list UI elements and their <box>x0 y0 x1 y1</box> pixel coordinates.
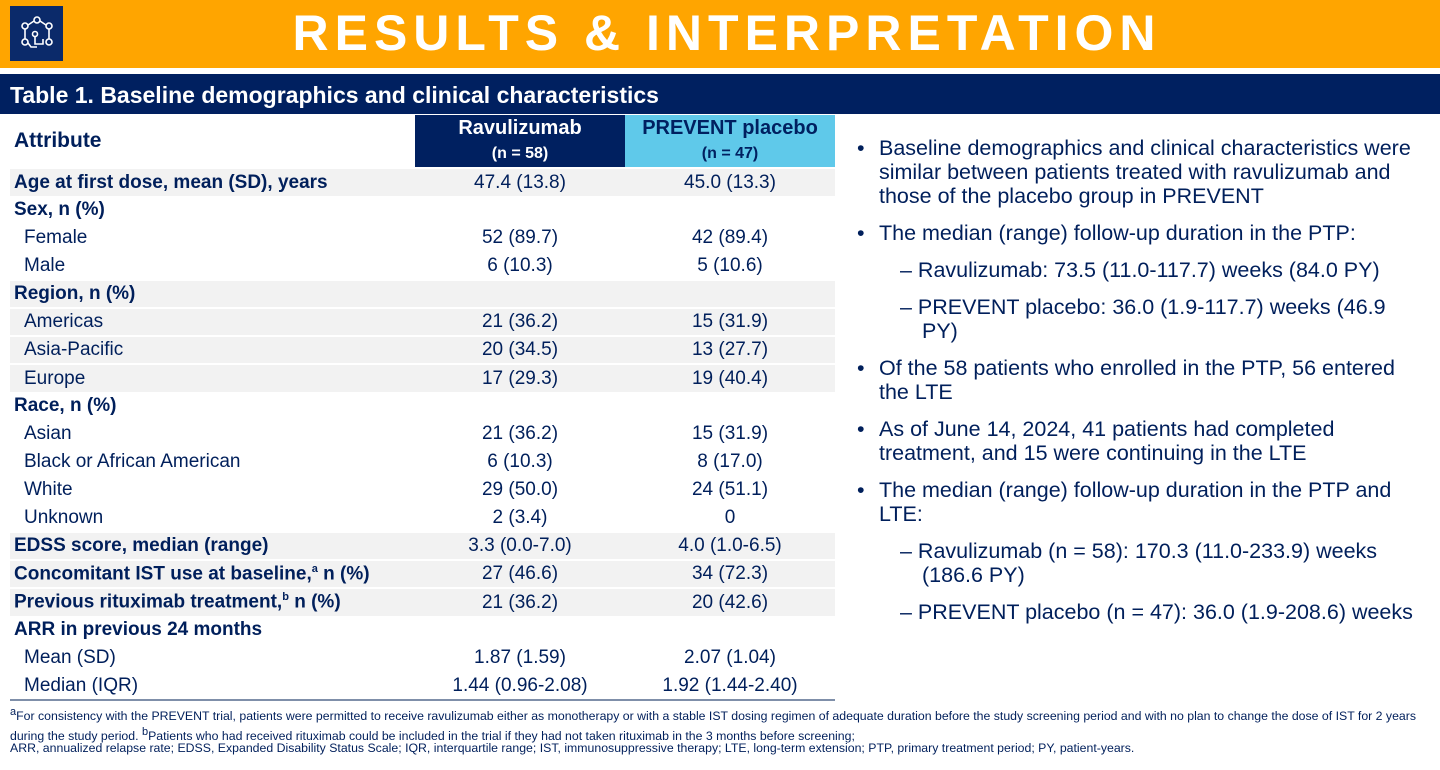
ravulizumab-value: 52 (89.7) <box>481 227 559 248</box>
header-banner: RESULTS & INTERPRETATION <box>0 0 1440 68</box>
placebo-value: 5 (10.6) <box>697 254 763 276</box>
row-label: White <box>24 479 73 500</box>
ravulizumab-value: 21 (36.2) <box>481 423 559 444</box>
table-row: Concomitant IST use at baseline,a n (%) 2… <box>10 559 835 588</box>
row-label: Asia-Pacific <box>10 335 415 364</box>
ravulizumab-value: 47.4 (13.8) <box>415 167 625 196</box>
placebo-value: 15 (31.9) <box>691 423 769 444</box>
bullet-item: Of the 58 patients who enrolled in the P… <box>855 356 1425 404</box>
sub-bullet-item: – PREVENT placebo: 36.0 (1.9-117.7) week… <box>900 295 1386 343</box>
placebo-value: 4.0 (1.0-6.5) <box>625 531 835 560</box>
row-label: Median (IQR) <box>10 672 415 701</box>
table-row: Age at first dose, mean (SD), years 47.4 … <box>10 167 835 196</box>
table-row: Mean (SD) 1.87 (1.59) 2.07 (1.04) <box>10 644 835 672</box>
ravulizumab-value: 3.3 (0.0-7.0) <box>415 531 625 560</box>
table-row: Sex, n (%) <box>10 196 835 224</box>
sub-bullet-item: – PREVENT placebo (n = 47): 36.0 (1.9-20… <box>900 600 1413 624</box>
placebo-value <box>625 279 835 308</box>
row-label: Male <box>24 254 66 276</box>
table-row: Europe 17 (29.3) 19 (40.4) <box>10 363 835 392</box>
table-row: Region, n (%) <box>10 279 835 308</box>
bullet-item: As of June 14, 2024, 41 patients had com… <box>855 417 1425 465</box>
ravulizumab-value: 27 (46.6) <box>415 559 625 588</box>
network-touch-icon <box>10 6 63 61</box>
placebo-value: 0 <box>724 506 736 528</box>
placebo-value <box>625 616 835 644</box>
footnotes: aFor consistency with the PREVENT trial,… <box>10 706 1417 744</box>
placebo-value: 8 (17.0) <box>697 451 763 472</box>
ravulizumab-value: 6 (10.3) <box>487 451 553 472</box>
sub-bullet-item: – Ravulizumab (n = 58): 170.3 (11.0-233.… <box>900 539 1378 587</box>
table-row: Female 52 (89.7) 42 (89.4) <box>10 224 835 252</box>
row-label: Black or African American <box>24 451 241 472</box>
placebo-value: 34 (72.3) <box>625 559 835 588</box>
ravulizumab-value: 1.44 (0.96-2.08) <box>415 672 625 701</box>
sub-bullet-item: – Ravulizumab: 73.5 (11.0-117.7) weeks (… <box>900 258 1380 282</box>
row-label: Sex, n (%) <box>14 199 105 220</box>
ravulizumab-value: 21 (36.2) <box>415 587 625 616</box>
ravulizumab-value <box>415 279 625 308</box>
table-row: Median (IQR) 1.44 (0.96-2.08) 1.92 (1.44-2… <box>10 672 835 701</box>
table-row: Male 6 (10.3) 5 (10.6) <box>10 252 835 280</box>
ravulizumab-value: 2 (3.4) <box>492 506 548 528</box>
ravulizumab-value: 17 (29.3) <box>415 363 625 392</box>
table-row: ARR in previous 24 months <box>10 616 835 644</box>
ravulizumab-value: 20 (34.5) <box>415 335 625 364</box>
ravulizumab-value: 21 (36.2) <box>415 307 625 336</box>
table-row: White 29 (50.0) 24 (51.1) <box>10 476 835 504</box>
placebo-value: 15 (31.9) <box>625 307 835 336</box>
placebo-value: 1.92 (1.44-2.40) <box>625 672 835 701</box>
table-row: Previous rituximab treatment,b n (%) 21 (… <box>10 587 835 616</box>
bullet-item: The median (range) follow-up duration in… <box>855 221 1425 245</box>
table-row: EDSS score, median (range) 3.3 (0.0-7.0) 4… <box>10 531 835 560</box>
bullet-item: The median (range) follow-up duration in… <box>855 478 1425 526</box>
ravulizumab-value <box>415 196 625 224</box>
row-label: Female <box>24 227 88 248</box>
baseline-table: Attribute Ravulizumab (n = 58) PREVENT pl… <box>10 115 835 701</box>
placebo-value: 13 (27.7) <box>625 335 835 364</box>
ravulizumab-value: 6 (10.3) <box>487 254 553 276</box>
row-label: Asian <box>24 423 72 444</box>
row-label: ARR in previous 24 months <box>14 619 263 640</box>
ravulizumab-value <box>415 616 625 644</box>
row-label: Age at first dose, mean (SD), years <box>10 167 415 196</box>
placebo-value <box>625 392 835 420</box>
placebo-value: 42 (89.4) <box>691 227 769 248</box>
bullet-list: Baseline demographics and clinical chara… <box>855 136 1425 637</box>
table-row: Asia-Pacific 20 (34.5) 13 (27.7) <box>10 335 835 364</box>
table-row: Race, n (%) <box>10 392 835 420</box>
placebo-value: 24 (51.1) <box>691 479 769 500</box>
row-label: Concomitant IST use at baseline,a n (%) <box>10 559 415 588</box>
row-label: Unknown <box>24 506 104 528</box>
column-header-attribute: Attribute <box>10 115 415 169</box>
row-label: EDSS score, median (range) <box>10 531 415 560</box>
placebo-value: 2.07 (1.04) <box>684 647 776 668</box>
row-label: Europe <box>10 363 415 392</box>
abbreviations: ARR, annualized relapse rate; EDSS, Expa… <box>10 741 1135 755</box>
table-row: Asian 21 (36.2) 15 (31.9) <box>10 420 835 448</box>
row-label: Americas <box>10 307 415 336</box>
table-row: Unknown 2 (3.4) 0 <box>10 504 835 532</box>
ravulizumab-value: 29 (50.0) <box>481 479 559 500</box>
column-header-placebo: PREVENT placebo (n = 47) <box>625 115 835 168</box>
ravulizumab-value <box>415 392 625 420</box>
placebo-value <box>625 196 835 224</box>
row-label: Mean (SD) <box>24 647 116 668</box>
placebo-value: 45.0 (13.3) <box>625 167 835 196</box>
bullet-item: Baseline demographics and clinical chara… <box>855 136 1425 208</box>
ravulizumab-value: 1.87 (1.59) <box>474 647 566 668</box>
row-label: Race, n (%) <box>14 395 117 416</box>
row-label: Region, n (%) <box>10 279 415 308</box>
table-row: Americas 21 (36.2) 15 (31.9) <box>10 307 835 336</box>
column-header-ravulizumab: Ravulizumab (n = 58) <box>415 115 625 168</box>
placebo-value: 20 (42.6) <box>625 587 835 616</box>
page-title: RESULTS & INTERPRETATION <box>292 5 1162 61</box>
table-title: Table 1. Baseline demographics and clini… <box>0 74 1440 114</box>
table-row: Black or African American 6 (10.3) 8 (17.0… <box>10 448 835 476</box>
placebo-value: 19 (40.4) <box>625 363 835 392</box>
row-label: Previous rituximab treatment,b n (%) <box>10 587 415 616</box>
